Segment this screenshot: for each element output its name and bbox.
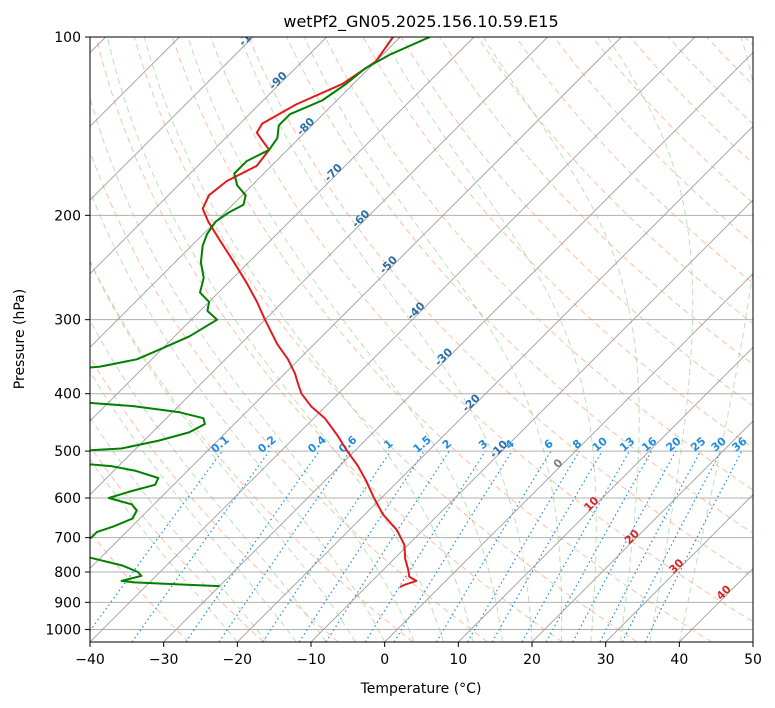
x-tick-label: 0 — [380, 652, 389, 668]
dry-adiabat-line — [133, 37, 638, 642]
moist-adiabat-line — [383, 37, 597, 642]
isotherm-line — [90, 37, 475, 422]
y-tick-label: 400 — [54, 387, 81, 403]
mixing-ratio-line — [364, 450, 486, 642]
mixing-ratio-line — [435, 450, 552, 642]
isotherm-line — [531, 420, 753, 642]
y-axis-ticks: 100 200 300 400 500 600 700 800 900 1000 — [45, 30, 90, 638]
isotherm-line — [237, 125, 753, 642]
y-tick-label: 600 — [54, 491, 81, 507]
y-tick-label: 300 — [54, 313, 81, 329]
x-tick-label: −20 — [223, 652, 253, 668]
x-tick-label: 30 — [597, 652, 615, 668]
x-tick-label: 40 — [670, 652, 688, 668]
isotherm-line — [605, 494, 753, 642]
mixing-ratio-line — [572, 450, 677, 642]
moist-adiabat-line — [90, 189, 386, 642]
moist-adiabat-line — [90, 260, 356, 642]
moist-adiabat-line — [90, 416, 268, 642]
isotherm-line — [90, 37, 548, 496]
dry-adiabat-line — [286, 37, 753, 534]
moist-adiabat-line — [90, 458, 238, 642]
isotherm-line — [90, 37, 622, 569]
y-tick-label: 700 — [54, 531, 81, 547]
isotherm-line — [90, 37, 327, 275]
x-tick-label: 50 — [744, 652, 762, 668]
chart-title: wetPf2_GN05.2025.156.10.59.E15 — [283, 12, 558, 32]
profile-series — [90, 37, 431, 588]
moist-adiabat-line — [678, 37, 753, 642]
dry-adiabat-line — [95, 37, 563, 642]
plot-frame — [89, 36, 754, 643]
x-tick-label: 20 — [523, 652, 541, 668]
moist-adiabat-line — [607, 37, 694, 642]
y-tick-label: 500 — [54, 444, 81, 460]
dry-adiabat-line — [324, 37, 753, 491]
moist-adiabat-line — [90, 319, 327, 642]
isotherm-line — [90, 37, 254, 201]
mixing-ratio-line — [218, 450, 351, 642]
dry-adiabat-line — [248, 37, 753, 578]
x-axis-ticks: −40 −30 −20 −10 0 10 20 30 40 50 — [75, 642, 762, 668]
moist-adiabat-line — [106, 37, 445, 642]
isobar-grid — [90, 37, 753, 630]
moist-adiabat-line — [303, 37, 563, 642]
mixing-ratio-line — [298, 450, 425, 642]
moist-adiabat-line — [90, 96, 415, 642]
mixing-ratio-line — [599, 450, 702, 642]
moist-adiabat-line — [239, 37, 533, 642]
moist-adiabat-line — [90, 370, 297, 642]
dry-adiabat-line — [210, 37, 753, 623]
moist-adiabat-line — [187, 37, 503, 642]
y-tick-label: 200 — [54, 208, 81, 224]
mixing-ratio-line — [466, 450, 580, 642]
moist-adiabat-line — [482, 37, 640, 642]
dry-adiabat-line — [515, 37, 753, 284]
dry-adiabat-line — [171, 37, 712, 642]
moist-adiabats — [90, 37, 753, 642]
dry-adiabats — [90, 37, 753, 642]
temperature-profile-line — [201, 37, 418, 588]
dry-adiabat-line — [90, 445, 264, 642]
mixing-ratio-line — [262, 450, 392, 642]
y-axis-label: Pressure (hPa) — [12, 289, 28, 389]
isotherm-line — [163, 52, 753, 642]
x-tick-label: −10 — [296, 652, 326, 668]
isotherm-line — [458, 346, 753, 642]
isotherm-line — [310, 199, 753, 642]
isotherm-line — [90, 37, 696, 642]
y-tick-label: 800 — [54, 565, 81, 581]
x-tick-label: 10 — [449, 652, 467, 668]
y-tick-label: 1000 — [45, 622, 81, 638]
mixing-ratio-line — [185, 450, 320, 642]
dewpoint-profile-line — [90, 37, 431, 588]
x-tick-label: −40 — [75, 652, 105, 668]
x-tick-label: −30 — [149, 652, 179, 668]
mixing-ratio-line — [325, 450, 450, 642]
dry-adiabat-line — [90, 259, 414, 642]
x-axis-label: Temperature (°C) — [360, 681, 482, 697]
y-tick-label: 900 — [54, 595, 81, 611]
isotherm-line — [90, 37, 401, 348]
y-tick-label: 100 — [54, 30, 81, 46]
mixing-ratio-lines — [90, 450, 743, 642]
isotherm-label: -100 — [236, 20, 265, 49]
isotherm-line — [384, 273, 753, 642]
moist-adiabat-line — [143, 37, 474, 642]
isotherms — [90, 37, 753, 642]
